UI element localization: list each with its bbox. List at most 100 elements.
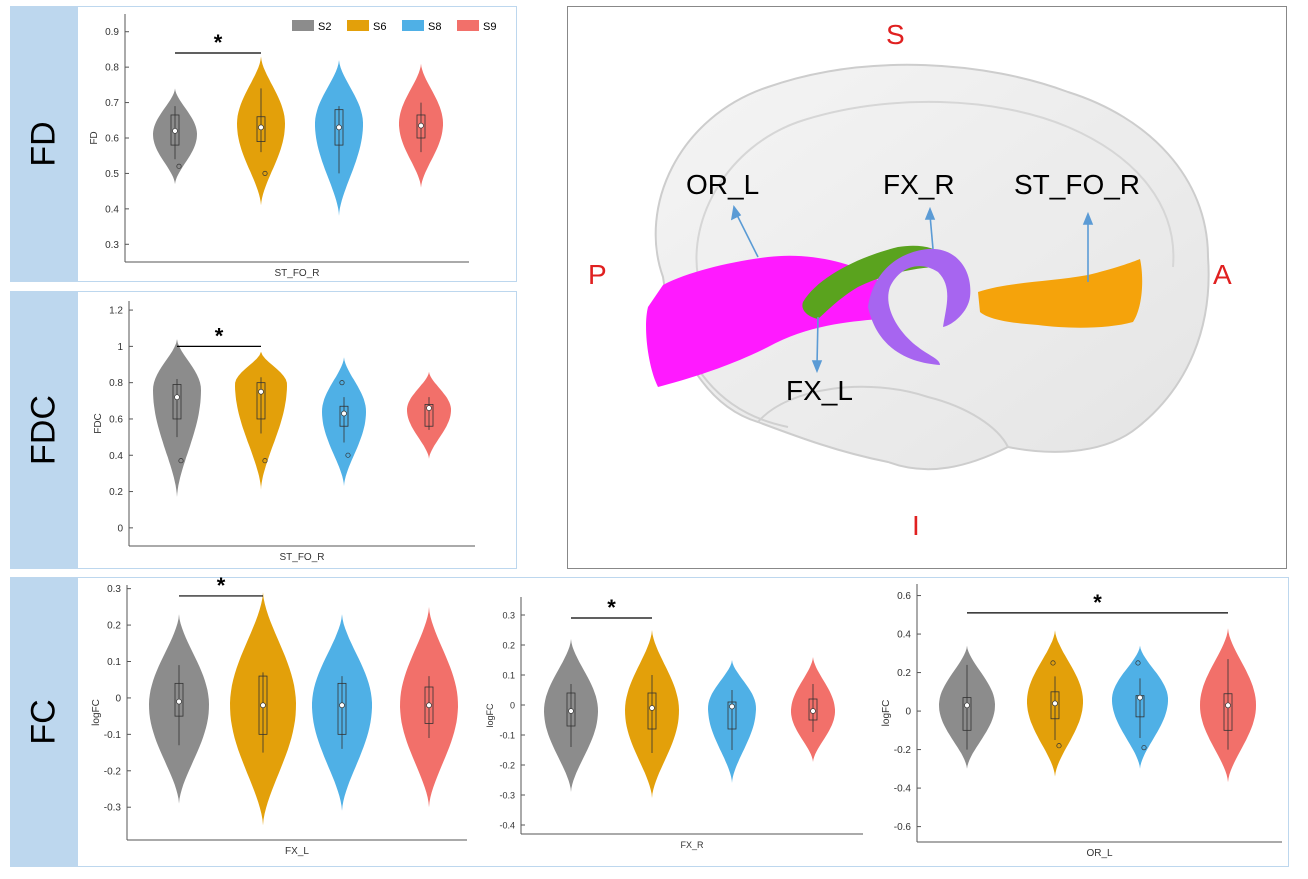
y-tick-label: -0.3 [104,803,122,814]
x-axis-label: ST_FO_R [274,268,319,279]
brain-illustration [646,63,1210,471]
significance-star: * [607,595,616,620]
fc-fxr-violin-chart: -0.4 -0.3 -0.2 -0.1 0 0.1 0.2 0.3 logFC FX_R * [485,595,863,850]
y-tick-label: 1 [117,342,123,353]
st-fo-r-tract [978,259,1143,328]
plot-area: -0.3 -0.2 -0.1 0 0.1 0.2 0.3 logFC FX_L * [91,573,467,857]
median-s8 [336,124,342,131]
median-s2 [174,394,180,401]
median-s2 [172,128,178,134]
y-tick-label: 0.3 [107,584,121,595]
legend-swatch-s8 [402,20,424,31]
tract-label-or-l: OR_L [686,169,760,200]
plot-area: -0.6 -0.4 -0.2 0 0.2 0.4 0.6 logFC OR_L * [881,584,1282,859]
median-s8 [729,703,735,710]
direction-superior: S [886,19,905,50]
box-s6 [1050,691,1060,720]
box-s9 [424,404,434,427]
fd-panel-label: FD [10,6,78,282]
tract-label-fx-r: FX_R [883,169,955,200]
outlier-point [262,170,268,176]
median-s8 [339,702,345,709]
significance-star: * [215,323,224,348]
fc-panel-label: FC [10,577,78,867]
or-l-arrow [735,212,759,258]
brain-tractography-panel: S I P A OR_L FX_R ST_FO_R FX_L [567,6,1287,569]
box-s6 [256,116,266,142]
tract-label-fx-l: FX_L [786,375,853,406]
median-s8 [1137,694,1143,701]
y-tick-label: 0.2 [107,621,121,632]
median-s9 [810,708,816,714]
box-s9 [424,686,434,724]
fx-r-arrow [929,214,934,250]
direction-anterior: A [1213,259,1232,290]
direction-posterior: P [588,259,607,290]
x-axis-label: ST_FO_R [279,552,324,563]
legend-swatch-s9 [457,20,479,31]
outlier-point [1056,743,1062,749]
direction-inferior: I [912,510,920,541]
legend-swatch-s2 [292,20,314,31]
box-s6 [256,382,266,420]
outlier-point [345,452,351,458]
median-s9 [426,405,432,411]
y-tick-label: -0.2 [499,761,515,771]
legend-label-s6: S6 [373,21,386,33]
box-s9 [416,114,426,139]
box-s9 [808,698,818,721]
y-tick-label: 0 [115,693,121,704]
y-tick-label: 0.3 [105,240,119,251]
y-tick-label: 0.9 [105,27,119,38]
y-tick-label: -0.1 [499,731,515,741]
median-s6 [1052,700,1058,707]
y-tick-label: 0.2 [897,668,911,679]
outlier-point [1050,660,1056,666]
tract-label-st-fo-r: ST_FO_R [1014,169,1141,200]
brain-temporal-contour [757,385,1009,448]
y-axis-label: logFC [91,699,102,726]
box-s6 [647,692,657,730]
plot-area: -0.4 -0.3 -0.2 -0.1 0 0.1 0.2 0.3 logFC FX_R * [485,595,863,850]
y-tick-label: 1.2 [109,306,123,317]
median-s2 [176,698,182,705]
fdc-violin-chart: 0 0.2 0.4 0.6 0.8 1 1.2 FDC ST_FO_R * [93,301,475,563]
legend-swatch-s6 [347,20,369,31]
x-axis-label: OR_L [1086,848,1113,859]
fd-label-text: FD [24,121,63,167]
outlier-point [1135,660,1141,666]
y-tick-label: 0.8 [109,378,123,389]
fc-label-text: FC [24,699,63,745]
y-tick-label: 0.4 [897,630,911,641]
fx-r-tract [868,248,971,365]
outlier-point [262,458,268,464]
median-s6 [260,702,266,709]
y-tick-label: 0 [905,707,911,718]
median-s9 [1225,702,1231,709]
y-axis-label: FD [89,131,100,144]
box-s2 [172,384,182,420]
significance-star: * [217,573,226,598]
box-s8 [339,405,349,427]
y-axis-label: FDC [93,413,104,434]
x-axis-label: FX_L [285,846,309,857]
median-s8 [341,410,347,417]
y-tick-label: -0.4 [894,784,912,795]
outlier-point [176,163,182,169]
median-s2 [964,702,970,709]
y-tick-label: 0.1 [502,671,515,681]
box-s2 [170,114,180,146]
box-s2 [962,697,972,731]
legend-label-s2: S2 [318,21,331,33]
y-tick-label: -0.4 [499,821,515,831]
y-tick-label: 0 [117,523,123,534]
box-s9 [1223,693,1233,731]
median-s6 [258,124,264,131]
y-tick-label: 0.6 [105,134,119,145]
median-s2 [568,708,574,714]
median-s9 [418,122,424,129]
box-s8 [334,109,344,146]
y-tick-label: -0.2 [894,745,912,756]
y-tick-label: 0.4 [105,204,119,215]
plot-area: 0.3 0.4 0.5 0.6 0.7 0.8 0.9 FD ST_FO_R * S2 S6 S8 S9 [89,14,496,279]
